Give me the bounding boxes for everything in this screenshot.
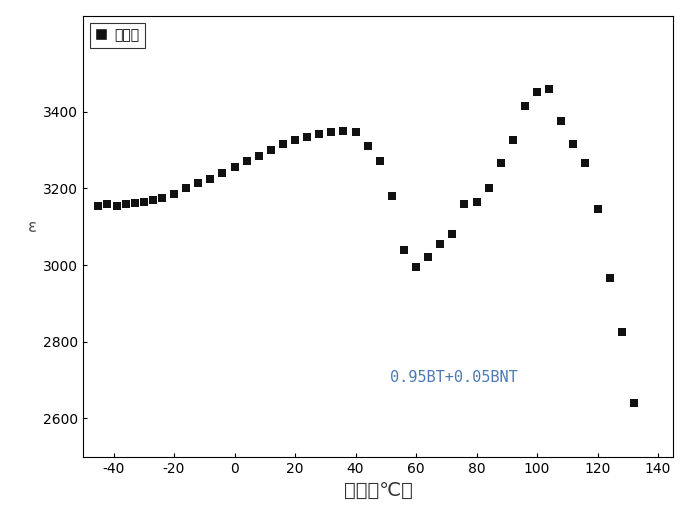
Point bbox=[278, 140, 289, 149]
Point bbox=[471, 197, 482, 206]
Point bbox=[205, 174, 216, 183]
Point bbox=[580, 159, 591, 167]
Point bbox=[217, 169, 228, 177]
Point bbox=[507, 136, 518, 144]
Text: 0.95BT+0.05BNT: 0.95BT+0.05BNT bbox=[390, 370, 518, 385]
Point bbox=[193, 178, 204, 187]
Point bbox=[180, 184, 192, 193]
Point bbox=[374, 158, 385, 166]
Point bbox=[229, 163, 240, 172]
Point bbox=[592, 205, 603, 214]
Point bbox=[532, 88, 543, 97]
Y-axis label: ε: ε bbox=[28, 218, 37, 236]
Point bbox=[604, 274, 615, 282]
Point bbox=[410, 262, 421, 271]
Point bbox=[496, 159, 507, 167]
Point bbox=[314, 130, 325, 138]
Point bbox=[138, 197, 149, 206]
Point bbox=[120, 200, 131, 208]
Point bbox=[483, 184, 494, 193]
Point bbox=[111, 202, 122, 210]
X-axis label: 温度（℃）: 温度（℃） bbox=[344, 481, 413, 500]
Point bbox=[265, 146, 276, 154]
Point bbox=[556, 117, 567, 125]
Point bbox=[325, 128, 337, 136]
Point bbox=[459, 200, 470, 208]
Point bbox=[616, 328, 627, 337]
Point bbox=[519, 102, 530, 110]
Point bbox=[302, 132, 313, 141]
Point bbox=[338, 127, 349, 135]
Point bbox=[241, 158, 252, 166]
Point bbox=[156, 194, 167, 202]
Point bbox=[169, 190, 180, 198]
Point bbox=[93, 202, 104, 210]
Point bbox=[423, 253, 434, 261]
Point bbox=[447, 230, 458, 238]
Point bbox=[568, 140, 579, 149]
Point bbox=[147, 196, 158, 204]
Point bbox=[628, 399, 639, 407]
Point bbox=[289, 136, 301, 144]
Point bbox=[398, 246, 409, 254]
Point bbox=[102, 200, 113, 208]
Point bbox=[543, 85, 555, 93]
Point bbox=[387, 192, 398, 200]
Point bbox=[129, 198, 140, 207]
Point bbox=[350, 128, 361, 136]
Point bbox=[362, 142, 373, 150]
Point bbox=[253, 152, 264, 160]
Point bbox=[434, 240, 446, 248]
Legend: 样品一: 样品一 bbox=[90, 23, 144, 48]
